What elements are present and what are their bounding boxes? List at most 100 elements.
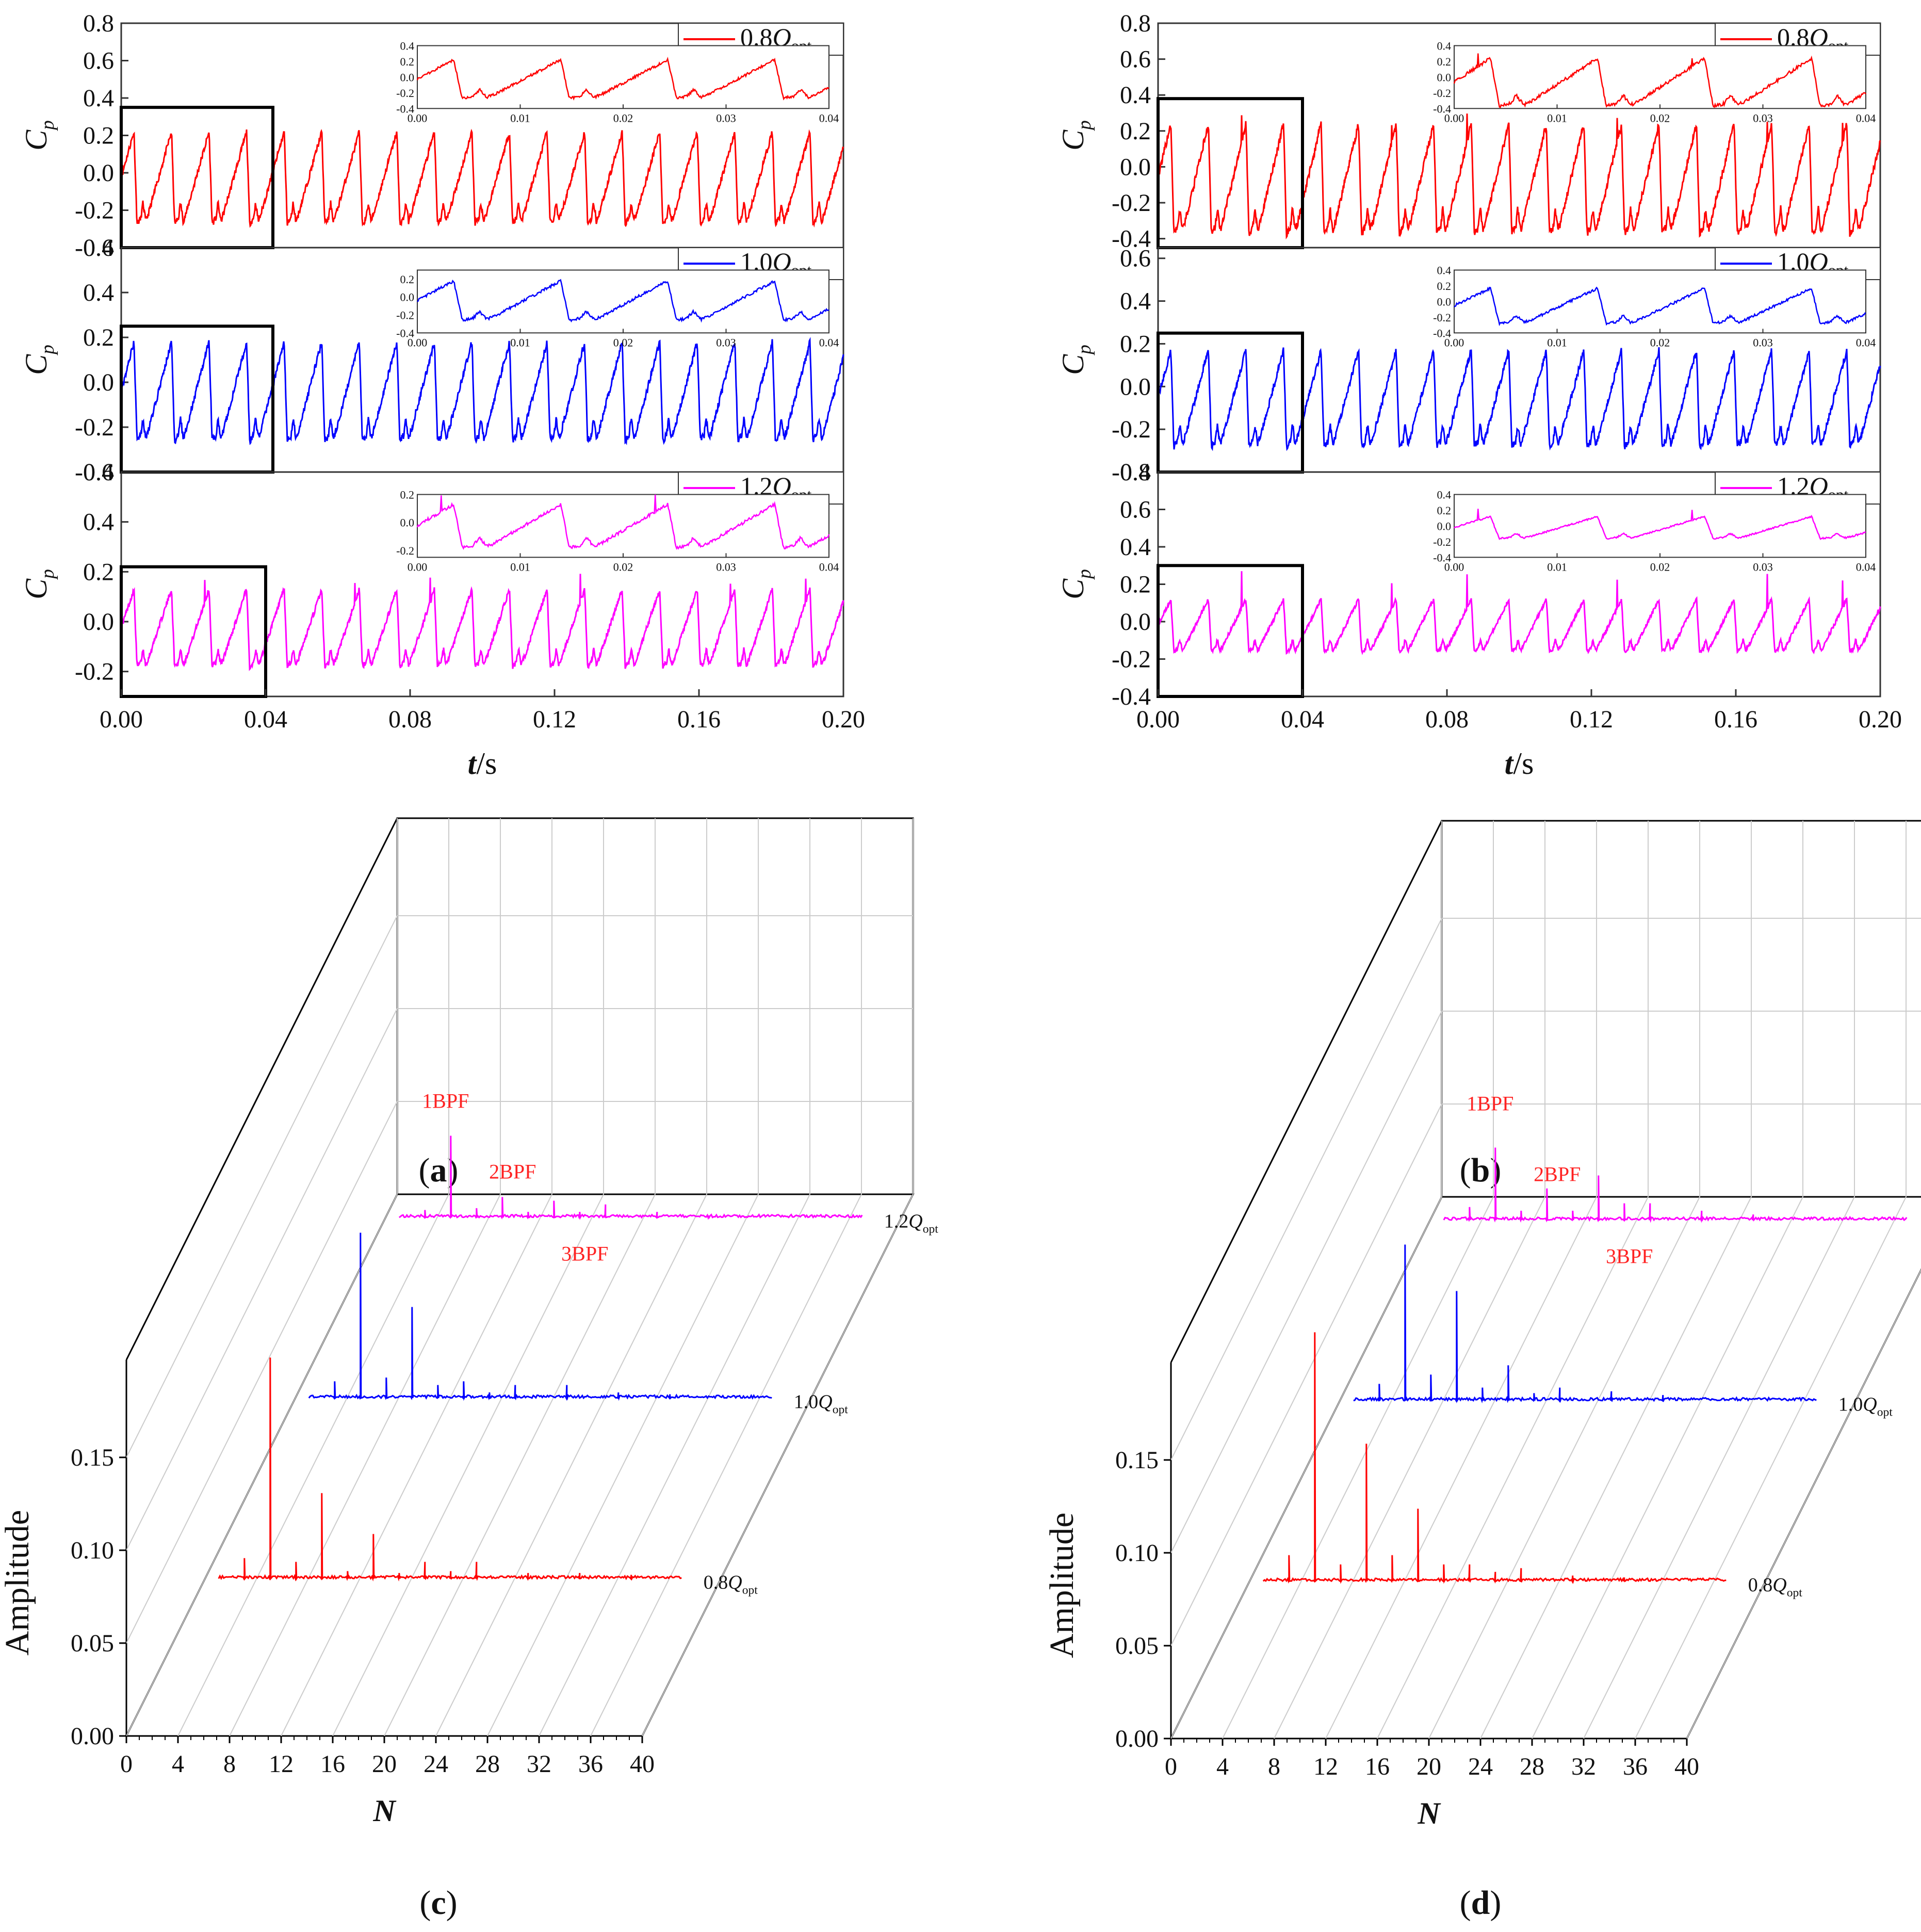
inset-x-tick-label: 0.04 (1856, 560, 1876, 573)
panel-label-c: (c) (419, 1884, 457, 1922)
inset-x-tick-label: 0.04 (1856, 336, 1876, 349)
zoom-box (120, 324, 274, 474)
inset-x-tick-label: 0.02 (613, 111, 633, 124)
inset-y-tick-label: 0.4 (400, 40, 415, 53)
annotation-3bpf: 3BPF (1606, 1245, 1653, 1268)
x-axis-label: t/s (468, 746, 497, 781)
floor-plane (1169, 1196, 1921, 1740)
left-grid (1170, 918, 1442, 1460)
panel-label-b: (b) (1460, 1151, 1502, 1189)
inset-y-tick-label: 0.0 (400, 516, 415, 529)
floor-grid (1274, 1196, 1545, 1739)
inset-x-tick-label: 0.01 (1547, 111, 1567, 124)
inset-y-tick-label: 0.2 (400, 55, 415, 68)
y-tick-label: 0.6 (1120, 46, 1151, 73)
x-tick-label: 0.20 (822, 706, 865, 733)
y-tick-label: -0.4 (75, 234, 114, 262)
y-tick-label: 0.6 (1120, 496, 1151, 524)
inset-x-tick-label: 0.03 (1753, 560, 1773, 573)
floor-grid (539, 1194, 810, 1736)
x-tick-label: 0 (120, 1750, 133, 1778)
inset-frame (1454, 494, 1866, 558)
x-tick-label: 8 (1268, 1753, 1280, 1780)
y-tick-label: 0.6 (83, 47, 114, 75)
x-tick-label: 36 (578, 1750, 603, 1778)
y-tick-label: 0.2 (83, 324, 114, 351)
left-grid (126, 1008, 398, 1551)
y-tick-label: -0.4 (75, 459, 114, 486)
inset-series-line (416, 56, 829, 101)
left-grid (126, 915, 398, 1458)
y-tick-label: 0.15 (1115, 1447, 1159, 1474)
y-tick-label: 0.0 (1120, 373, 1151, 400)
x-tick-label: 28 (1520, 1753, 1544, 1780)
y-tick-label: 0.0 (83, 608, 114, 636)
inset-series-line (417, 279, 829, 323)
floor-grid (1686, 1269, 1921, 1739)
y-axis-label: Cp (19, 569, 58, 599)
annotation-3bpf: 3BPF (561, 1242, 608, 1265)
inset-x-tick-label: 0.01 (1547, 560, 1567, 573)
y-axis-label: Amplitude (0, 1510, 36, 1655)
inset-x-tick-label: 0.00 (1444, 336, 1464, 349)
series-line (1157, 571, 1881, 655)
x-tick-label: 0 (1165, 1753, 1177, 1780)
series-label: 0.8Qopt (1748, 1574, 1803, 1600)
floor-grid (1583, 1196, 1855, 1739)
y-tick-label: 0.2 (83, 558, 114, 586)
x-tick-label: 0.12 (533, 706, 576, 733)
inset-frame (1454, 269, 1866, 334)
y-tick-label: 0.4 (1120, 533, 1151, 561)
inset-y-tick-label: -0.2 (396, 544, 414, 557)
inset-y-tick-label: 0.0 (1437, 71, 1452, 84)
y-tick-label: -0.2 (1112, 416, 1151, 443)
x-tick-label: 16 (320, 1750, 345, 1778)
inset-y-tick-label: 0.2 (1437, 504, 1452, 517)
y-tick-label: 0.6 (1120, 245, 1151, 272)
inset-x-tick-label: 0.03 (1753, 336, 1773, 349)
inset-y-tick-label: 0.4 (1437, 489, 1452, 501)
inset-x-tick-label: 0.00 (408, 111, 428, 124)
x-tick-label: 24 (424, 1750, 448, 1778)
inset-y-tick-label: -0.4 (1433, 327, 1451, 339)
left-grid (1170, 1011, 1442, 1553)
y-tick-label: 0.10 (71, 1537, 114, 1564)
y-tick-label: 0.4 (1120, 82, 1151, 109)
left-grid (126, 1101, 398, 1644)
floor-grid (384, 1194, 656, 1736)
annotation-1bpf: 1BPF (422, 1090, 469, 1113)
y-tick-label: 0.2 (83, 122, 114, 150)
x-tick-label: 0.08 (1425, 706, 1469, 733)
y-tick-label: 0.05 (1115, 1632, 1159, 1660)
inset-x-tick-label: 0.02 (613, 560, 633, 573)
y-tick-label: -0.2 (75, 197, 114, 224)
inset-x-tick-label: 0.04 (1856, 111, 1876, 124)
zoom-box (120, 565, 267, 698)
inset-y-tick-label: 0.2 (400, 273, 415, 286)
inset-y-tick-label: 0.0 (1437, 295, 1452, 308)
inset-y-tick-label: -0.4 (396, 102, 414, 115)
y-tick-label: 0.0 (83, 369, 114, 396)
floor-grid (487, 1194, 759, 1736)
x-tick-label: 28 (475, 1750, 500, 1778)
inset-y-tick-label: 0.0 (1437, 519, 1452, 532)
y-tick-label: 0.05 (71, 1630, 114, 1657)
x-tick-label: 0.04 (1281, 706, 1324, 733)
inset-y-tick-label: 0.2 (400, 489, 415, 501)
y-tick-label: 0.6 (83, 459, 114, 486)
inset-series-line (1454, 286, 1866, 327)
inset-x-tick-label: 0.02 (1650, 111, 1670, 124)
y-axis-label: Amplitude (1043, 1513, 1081, 1658)
x-axis-label: N (1417, 1796, 1441, 1830)
floor-grid (281, 1194, 552, 1736)
inset-y-tick-label: 0.4 (1437, 264, 1452, 277)
y-tick-label: 0.0 (1120, 153, 1151, 181)
inset-y-tick-label: 0.0 (400, 291, 415, 304)
inset-y-tick-label: 0.0 (400, 71, 415, 84)
inset-series-line (1454, 509, 1866, 540)
x-tick-label: 12 (269, 1750, 294, 1778)
inset-y-tick-label: 0.2 (1437, 280, 1452, 293)
inset-frame (417, 494, 829, 558)
inset-y-tick-label: -0.2 (396, 309, 414, 322)
y-tick-label: 0.0 (83, 159, 114, 187)
